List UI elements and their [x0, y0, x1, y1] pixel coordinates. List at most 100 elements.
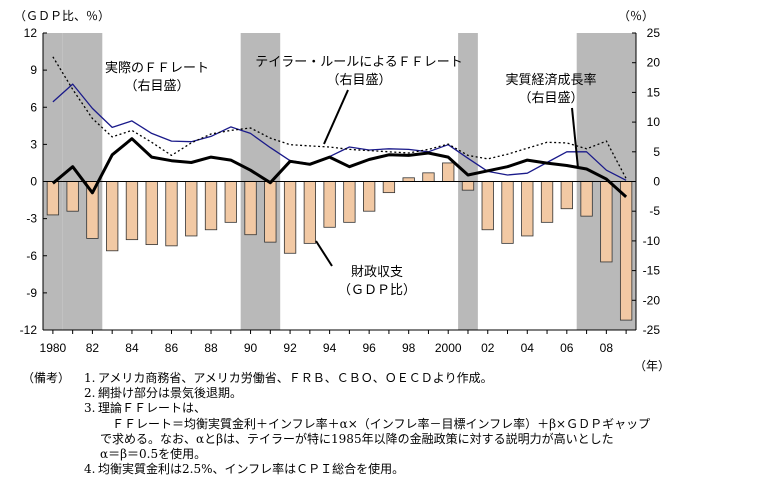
fiscal-balance-bar — [145, 181, 158, 246]
fiscal-balance-annotation-text: （ＧＤＰ比） — [338, 283, 416, 298]
x-tick-label: 88 — [204, 341, 218, 355]
gdp-growth-annotation-leader — [571, 107, 579, 169]
note-text: α＝β＝0.5を使用。 — [100, 446, 207, 461]
notes-key: （備考） — [22, 371, 71, 385]
gdp-growth-line — [51, 137, 628, 199]
fiscal-balance-bar — [461, 181, 475, 191]
right-tick-label: 5 — [653, 145, 660, 159]
note-text: アメリカ商務省、アメリカ労働省、ＦＲＢ、ＣＢＯ、ＯＥＣＤより作成。 — [98, 371, 493, 385]
x-tick-label: 2000 — [435, 341, 462, 355]
right-tick-label: 10 — [647, 115, 661, 129]
left-tick-label: 6 — [30, 100, 37, 114]
ff-rate-line — [52, 83, 627, 181]
left-tick-label: -12 — [20, 323, 38, 337]
right-tick-label: 20 — [647, 56, 661, 70]
axes — [42, 32, 637, 334]
note-number: 3. — [84, 401, 96, 416]
fiscal-balance-bar — [422, 172, 435, 182]
right-tick-label: -5 — [649, 204, 660, 218]
taylor-rule-annotation-leader — [323, 89, 349, 145]
fiscal-balance-bar — [244, 181, 257, 236]
note-number: 2. — [84, 386, 96, 401]
taylor-rule-annotation-text: テイラー・ルールによるＦＦレート — [255, 55, 463, 70]
x-tick-label: 06 — [560, 341, 574, 355]
note-3: 3. 理論ＦＦレートは、 — [22, 401, 782, 416]
gdp-growth-annotation-text: 実質経済成長率 — [505, 72, 596, 88]
fiscal-balance-bar — [165, 181, 178, 247]
x-tick-label: 86 — [165, 341, 179, 355]
right-tick-label: 15 — [647, 85, 661, 99]
note-3-cont: で求める。なお、αとβは、テイラーが特に1985年以降の金融政策に対する説明力が… — [22, 432, 782, 447]
right-tick-label: -25 — [643, 323, 661, 337]
x-tick-label: 98 — [402, 341, 416, 355]
fiscal-balance-bar — [481, 181, 494, 231]
gdp-growth-annotation-text: （右目盛） — [518, 91, 583, 106]
x-tick-label: 02 — [481, 341, 495, 355]
series-lines — [51, 56, 628, 199]
x-tick-label: 08 — [600, 341, 614, 355]
left-tick-label: 3 — [30, 137, 37, 151]
note-3-cont2: α＝β＝0.5を使用。 — [22, 447, 782, 462]
x-axis-unit: （年） — [634, 359, 670, 373]
note-4: 4. 均衡実質金利は2.5%、インフレ率はＣＰＩ総合を使用。 — [22, 462, 782, 477]
left-tick-label: 9 — [30, 63, 37, 77]
ff-rate-annotation-text: 実際のＦＦレート — [105, 60, 209, 76]
left-axis-unit: （ＧＤＰ比、％） — [14, 9, 110, 23]
x-tick-label: 1980 — [40, 341, 67, 355]
fiscal-balance-bar — [125, 181, 139, 241]
x-tick-label: 94 — [323, 341, 337, 355]
fiscal-balance-bar — [185, 181, 198, 237]
note-text: 理論ＦＦレートは、 — [98, 401, 207, 416]
note-number: 1. — [84, 371, 96, 385]
note-text: ＦＦレート＝均衡実質金利＋インフレ率＋α×（インフレ率－目標インフレ率）＋β×Ｇ… — [112, 416, 651, 431]
right-tick-label: 25 — [647, 26, 661, 40]
fiscal-balance-bar — [501, 181, 514, 244]
fiscal-balance-bar — [382, 181, 396, 194]
note-1: （備考） 1. アメリカ商務省、アメリカ労働省、ＦＲＢ、ＣＢＯ、ＯＥＣＤより作成。 — [22, 371, 782, 386]
fiscal-balance-bar — [46, 181, 60, 216]
right-tick-label: 0 — [653, 175, 660, 189]
x-tick-label: 92 — [283, 341, 297, 355]
left-tick-label: 0 — [30, 175, 37, 189]
taylor-rule-line — [52, 56, 627, 179]
fiscal-balance-bar — [283, 181, 297, 254]
note-text: で求める。なお、αとβは、テイラーが特に1985年以降の金融政策に対する説明力が… — [100, 431, 614, 446]
note-text: 網掛け部分は景気後退期。 — [98, 386, 243, 401]
fiscal-balance-bar — [106, 181, 119, 252]
fiscal-balance-bar — [323, 181, 336, 228]
right-axis-unit: （％） — [618, 9, 654, 23]
axis-labels: 129630-3-6-9-122520151050-5-10-15-20-251… — [14, 9, 670, 373]
fiscal-balance-bar — [600, 181, 613, 263]
left-tick-label: 12 — [24, 26, 38, 40]
fiscal-balance-bar — [619, 181, 633, 321]
fiscal-balance-bar — [264, 181, 277, 243]
fiscal-balance-bar — [303, 181, 316, 244]
fiscal-balance-bar — [580, 181, 593, 217]
fiscal-balance-bar — [442, 162, 455, 182]
x-tick-label: 04 — [521, 341, 535, 355]
fiscal-balance-bar — [540, 181, 554, 223]
fiscal-balance-bar — [224, 181, 237, 223]
fiscal-balance-bar — [363, 181, 376, 212]
fiscal-balance-annotation-text: 財政収支 — [351, 265, 403, 280]
x-tick-label: 90 — [244, 341, 258, 355]
note-text: 均衡実質金利は2.5%、インフレ率はＣＰＩ総合を使用。 — [98, 462, 405, 477]
x-tick-label: 96 — [362, 341, 376, 355]
note-number: 4. — [84, 462, 96, 477]
fiscal-balance-bar — [560, 181, 573, 210]
fiscal-balance-bar — [521, 181, 534, 237]
left-tick-label: -9 — [26, 286, 37, 300]
fiscal-balance-bar — [402, 177, 415, 182]
taylor-rule-annotation-text: （右目盛） — [326, 73, 391, 88]
fiscal-balance-bar — [204, 181, 218, 231]
right-tick-label: -15 — [643, 264, 661, 278]
fiscal-balance-annotation-leader — [315, 240, 333, 267]
fiscal-balance-bar — [66, 181, 79, 212]
fiscal-balance-bar — [343, 181, 356, 223]
left-tick-label: -6 — [26, 249, 37, 263]
right-tick-label: -10 — [643, 234, 661, 248]
x-tick-label: 82 — [86, 341, 100, 355]
left-tick-label: -3 — [26, 212, 37, 226]
notes: （備考） 1. アメリカ商務省、アメリカ労働省、ＦＲＢ、ＣＢＯ、ＯＥＣＤより作成。 … — [22, 371, 782, 477]
